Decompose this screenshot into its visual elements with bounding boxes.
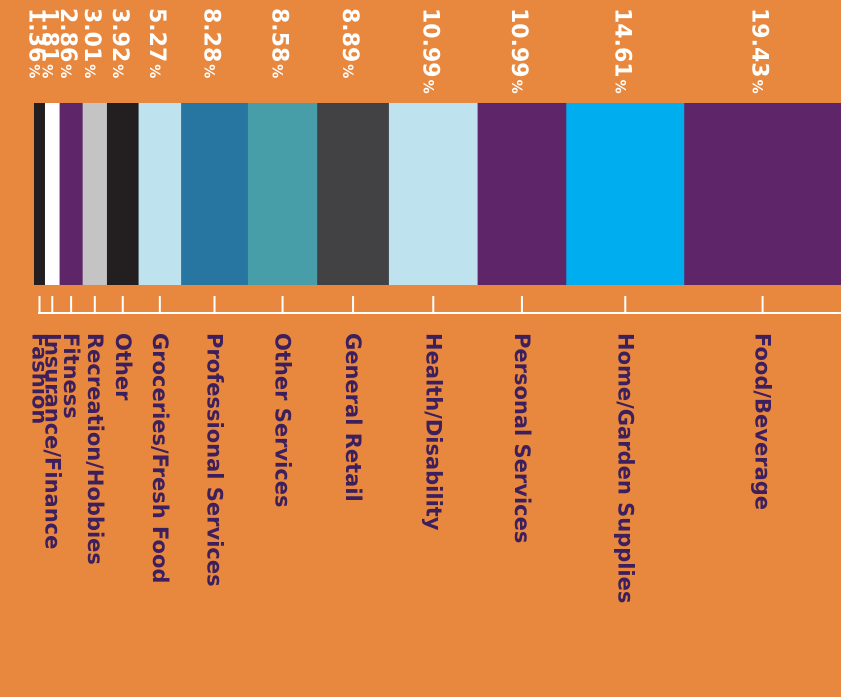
value-label-9: 10.99% — [417, 8, 442, 94]
value-label-1: 1.81% — [36, 8, 61, 78]
category-label-8: General Retail — [341, 333, 365, 502]
category-label-5: Groceries/Fresh Food — [148, 333, 172, 583]
value-label-8: 8.89% — [337, 8, 362, 78]
value-label-0: 1.36% — [23, 8, 48, 78]
value-label-6: 8.28% — [199, 8, 224, 78]
bar-segment-9 — [388, 103, 478, 285]
category-label-1: Insurance/Finance — [40, 333, 64, 549]
value-label-11: 14.61% — [609, 8, 634, 94]
category-label-12: Food/Beverage — [751, 333, 775, 510]
bar-segment-6 — [181, 103, 249, 285]
value-label-5: 5.27% — [144, 8, 169, 78]
bar-segment-7 — [247, 103, 318, 285]
category-label-11: Home/Garden Supplies — [613, 333, 637, 603]
bar-segment-10 — [477, 103, 567, 285]
category-label-10: Personal Services — [510, 333, 534, 543]
category-label-4: Other — [111, 333, 135, 401]
value-label-4: 3.92% — [107, 8, 132, 78]
value-label-7: 8.58% — [267, 8, 292, 78]
bar-segment-1 — [44, 103, 60, 285]
bar-segment-0 — [34, 103, 46, 285]
category-label-3: Recreation/Hobbies — [83, 333, 107, 565]
value-label-12: 19.43% — [747, 8, 772, 94]
category-label-0: Fashion — [27, 333, 51, 424]
bar-segment-2 — [59, 103, 83, 285]
category-label-2: Fitness — [59, 333, 83, 419]
bar-segment-3 — [82, 103, 108, 285]
value-label-10: 10.99% — [506, 8, 531, 94]
category-label-7: Other Services — [271, 333, 295, 508]
value-label-2: 2.86% — [55, 8, 80, 78]
bar-segment-11 — [566, 103, 685, 285]
bar-segment-5 — [138, 103, 182, 285]
bar-segment-12 — [684, 103, 841, 285]
bar-segment-4 — [106, 103, 139, 285]
bar-segment-8 — [317, 103, 390, 285]
value-label-3: 3.01% — [79, 8, 104, 78]
category-label-6: Professional Services — [203, 333, 227, 587]
category-label-9: Health/Disability — [421, 333, 445, 531]
